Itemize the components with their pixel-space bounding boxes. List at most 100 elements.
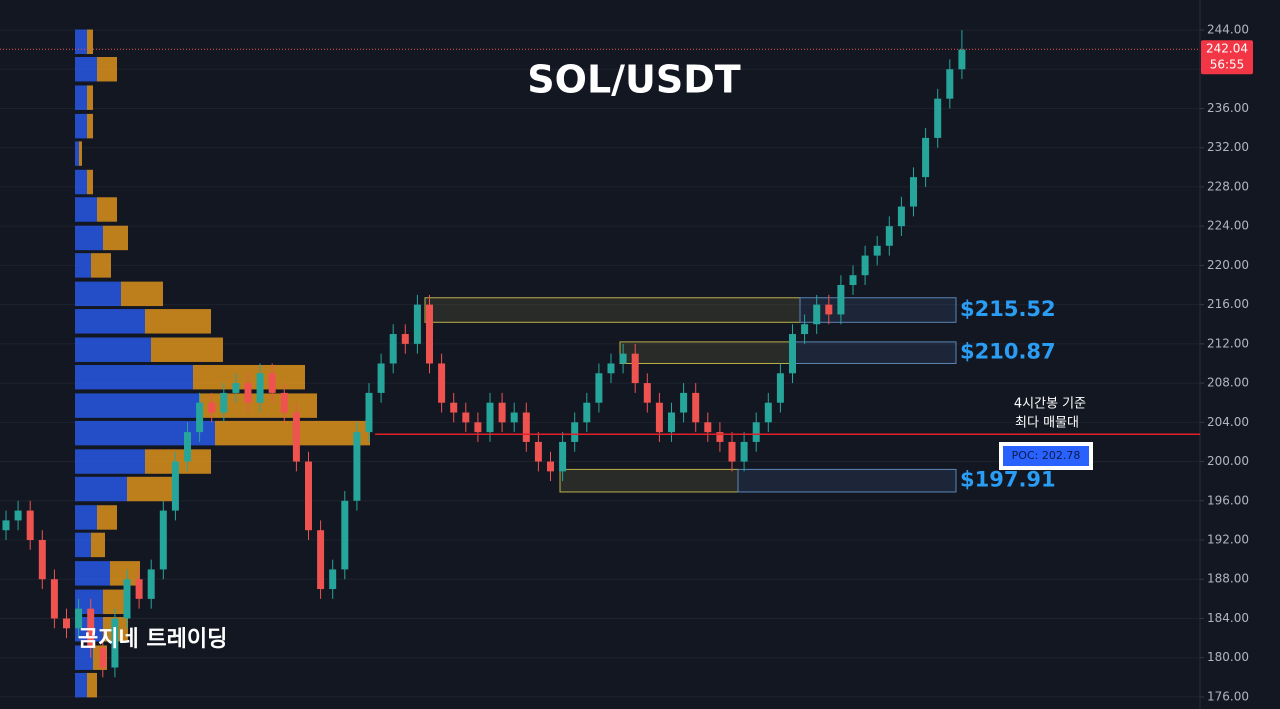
candle-body (413, 304, 421, 344)
profile-buy (75, 113, 87, 139)
candle-body (885, 226, 893, 246)
y-tick-label: 176.00 (1207, 689, 1249, 703)
profile-buy (75, 29, 87, 55)
zone-left (619, 341, 791, 364)
profile-sell (215, 420, 370, 446)
profile-buy (75, 672, 87, 698)
zone-right (789, 341, 957, 364)
zone-right (799, 297, 957, 323)
candle-body (922, 137, 930, 178)
profile-buy (75, 364, 193, 390)
candle-body (171, 461, 179, 511)
candle-body (655, 402, 663, 433)
candle-body (2, 520, 10, 531)
profile-sell (91, 532, 105, 558)
candle-body (341, 500, 349, 570)
candle-body (426, 304, 433, 364)
candle-body (631, 353, 639, 384)
candle-body (220, 392, 228, 413)
candle-body (680, 392, 688, 413)
overlay: POC: 202.78 242.04 56:55 (0, 40, 1253, 470)
candle-body (208, 402, 216, 413)
profile-buy (75, 197, 97, 222)
profile-buy (75, 476, 127, 502)
candle-body (534, 441, 542, 462)
y-tick-label: 204.00 (1207, 415, 1249, 429)
candle-body (510, 412, 518, 423)
profile-sell (97, 57, 117, 82)
candle-body (704, 422, 712, 433)
candle-body (619, 353, 627, 364)
y-tick-label: 200.00 (1207, 454, 1249, 468)
y-tick-label: 220.00 (1207, 258, 1249, 272)
profile-sell (87, 113, 93, 139)
profile-buy (75, 645, 93, 670)
profile-buy (75, 393, 199, 418)
candle-body (740, 441, 748, 462)
profile-sell (87, 85, 93, 110)
candle-body (256, 373, 264, 403)
candle-body (268, 373, 276, 393)
candle-body (716, 432, 724, 442)
candle-body (147, 569, 155, 599)
y-tick-label: 224.00 (1207, 219, 1249, 233)
candle-body (438, 363, 446, 403)
profile-buy (75, 253, 91, 278)
profile-sell (79, 141, 82, 166)
y-tick-label: 228.00 (1207, 179, 1249, 193)
candle-body (317, 530, 325, 590)
candle-body (837, 285, 845, 315)
profile-buy (75, 532, 91, 558)
y-tick-label: 216.00 (1207, 297, 1249, 311)
profile-buy (75, 420, 215, 446)
candle-body (752, 422, 760, 442)
profile-buy (75, 449, 145, 474)
profile-buy (75, 141, 79, 166)
candle-body (910, 177, 917, 207)
candle-body (196, 402, 204, 433)
candle-body (26, 510, 34, 541)
profile-buy (75, 561, 110, 586)
profile-sell (145, 309, 211, 334)
annotation: 4시간봉 기준 (1014, 397, 1086, 412)
candle-body (462, 412, 470, 423)
candle-body (958, 49, 966, 70)
candle-body (305, 461, 312, 531)
candle-body (329, 569, 337, 590)
candle-body (38, 540, 46, 580)
candle-body (946, 69, 954, 99)
profile-sell (121, 281, 163, 307)
candle-body (764, 402, 772, 423)
candle-body (123, 579, 131, 619)
countdown: 56:55 (1210, 58, 1245, 72)
candle-body (873, 245, 881, 256)
y-tick-label: 212.00 (1207, 336, 1249, 350)
profile-buy (75, 281, 121, 307)
candle-body (498, 402, 506, 423)
candle-body (111, 618, 119, 668)
candle-body (135, 579, 143, 599)
profile-sell (97, 197, 117, 222)
last-price-tag (1201, 40, 1253, 75)
candle-body (232, 383, 240, 393)
candle-body (389, 334, 397, 364)
candle-body (292, 412, 300, 462)
zone-label: $197.91 (960, 468, 1056, 492)
candle-body (14, 510, 22, 521)
profile-buy (75, 169, 87, 195)
y-tick-label: 192.00 (1207, 533, 1249, 547)
candle-body (547, 461, 554, 472)
candle-body (63, 618, 70, 629)
candle-body (159, 510, 167, 570)
y-tick-label: 196.00 (1207, 493, 1249, 507)
profile-sell (91, 253, 111, 278)
zone-label: $215.52 (960, 297, 1056, 321)
profile-sell (103, 225, 128, 251)
candle-body (401, 334, 409, 344)
candle-body (99, 647, 107, 668)
candle-body (571, 422, 579, 442)
candle-body (607, 363, 615, 374)
candle-body (692, 392, 700, 423)
annotation: 최다 매물대 (1015, 416, 1079, 431)
